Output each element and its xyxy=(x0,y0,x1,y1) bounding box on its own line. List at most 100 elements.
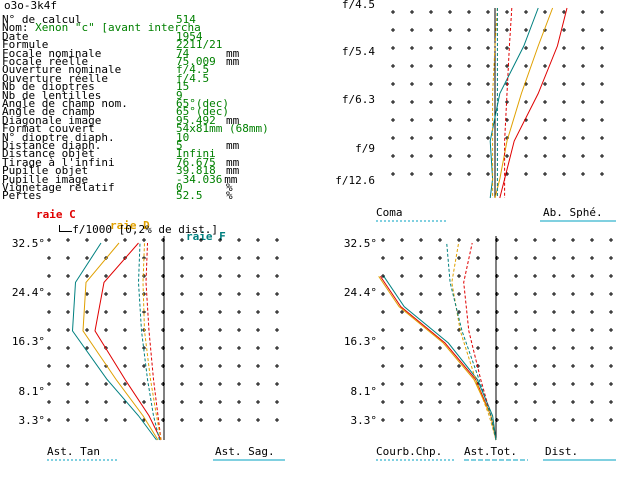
coma-y-tick-label: f/4.5 xyxy=(342,0,375,11)
curv-series-d-dashed xyxy=(451,242,497,441)
ast-series-c-dashed xyxy=(145,242,162,441)
spec-label: Angle de champ nom. xyxy=(2,97,128,110)
curv-footer-label: Courb.Chp. xyxy=(376,445,442,458)
spec-value: 15 xyxy=(176,80,190,94)
curv-footer-label: Ast.Tot. xyxy=(464,445,517,458)
spec-value: 39.818 xyxy=(176,164,216,178)
spec-value: f/4.5 xyxy=(176,71,210,85)
curv-y-tick-label: 16.3° xyxy=(344,335,377,348)
spec-label: Pupille image xyxy=(2,172,89,186)
spec-unit: mm xyxy=(226,164,240,178)
spec-label: Pertes xyxy=(2,189,42,203)
scale-note: f/1000 [0,2% de dist.] xyxy=(46,213,218,235)
spec-value: 5 xyxy=(176,139,183,152)
ast-y-tick-label: 8.1° xyxy=(19,385,46,398)
spec-unit: % xyxy=(226,181,233,194)
spec-value: 2211/21 xyxy=(176,38,223,52)
curv-y-tick-label: 24.4° xyxy=(344,286,377,299)
ast-footer-sag: Ast. Sag. xyxy=(215,445,275,458)
coma-footer-coma: Coma xyxy=(376,206,403,219)
spec-unit: mm xyxy=(226,139,240,152)
spec-label: N° de calcul xyxy=(2,13,82,26)
spec-label: Focale nominale xyxy=(2,46,102,60)
spec-unit: mm xyxy=(226,55,240,68)
curv-series-f-dashed xyxy=(446,242,497,441)
curv-y-tick-label: 3.3° xyxy=(351,414,378,427)
spec-value: 76.675 xyxy=(176,155,216,169)
spec-value: 514 xyxy=(176,13,196,26)
spec-value: 54x81mm (68mm) xyxy=(176,122,269,136)
spec-label: Ouverture réelle xyxy=(2,71,108,85)
spec-label: Format couvert xyxy=(2,122,95,136)
curv-series-f-solid xyxy=(383,276,497,441)
spec-label: Distance objet xyxy=(2,147,95,161)
ast-series-f-solid xyxy=(71,242,157,441)
spec-unit: mm xyxy=(224,172,238,186)
ast-y-tick-label: 24.4° xyxy=(12,286,45,299)
coma-series-d-dashed xyxy=(492,7,498,198)
curv-series-d-solid xyxy=(378,276,497,441)
spec-label: Nb de lentilles xyxy=(2,88,102,102)
spec-value: 52.5 xyxy=(176,189,203,203)
coma-footer-spherical: Ab. Sphé. xyxy=(543,206,603,219)
spec-label: Focale réelle xyxy=(2,55,89,68)
spec-label: Nb de dioptres xyxy=(2,80,95,94)
spec-label: Angle de champ xyxy=(2,105,95,119)
legend-f: raie F xyxy=(186,230,226,243)
ast-y-tick-label: 32.5° xyxy=(12,237,45,250)
spec-value: 10 xyxy=(176,130,190,144)
spec-value: 75.009 xyxy=(176,55,216,68)
ast-y-tick-label: 3.3° xyxy=(19,414,46,427)
coma-y-tick-label: f/5.4 xyxy=(342,45,375,58)
spec-label: Formule xyxy=(2,38,49,52)
legend-c: raie C xyxy=(36,208,76,221)
spec-value: Infini xyxy=(176,147,216,161)
spec-unit: mm xyxy=(226,155,240,169)
spec-label: N° dioptre diaph. xyxy=(2,130,115,144)
ast-series-d-solid xyxy=(82,242,159,441)
coma-series-c-solid xyxy=(499,7,568,199)
ast-series-f-dashed xyxy=(137,242,160,441)
spec-value: 95.492 xyxy=(176,113,216,127)
coma-y-tick-label: f/9 xyxy=(355,142,375,155)
ast-series-d-dashed xyxy=(142,242,162,441)
spec-value: 65°(dec) xyxy=(176,105,229,119)
spec-label: Date xyxy=(2,29,29,43)
coma-y-tick-label: f/6.3 xyxy=(342,93,375,106)
spec-value: 1954 xyxy=(176,29,203,43)
spec-value: 65°(dec) xyxy=(176,97,229,110)
ast-y-tick-label: 16.3° xyxy=(12,335,45,348)
ast-footer-tan: Ast. Tan xyxy=(47,445,100,458)
spec-label: Vignetage relatif xyxy=(2,181,115,194)
spec-value: f/4.5 xyxy=(176,63,210,77)
scale-note-text: f/1000 [0,2% de dist.] xyxy=(72,223,218,236)
spec-unit: mm xyxy=(226,46,240,60)
curv-series-c-solid xyxy=(379,276,497,441)
wavelength-legend: raie C raie D raie F xyxy=(36,198,226,242)
coma-series-c-dashed xyxy=(504,7,513,198)
curv-footer-label: Dist. xyxy=(545,445,578,458)
spec-label: Nom: Xenon "c" [avant intercha xyxy=(2,21,201,35)
spec-label: Distance diaph. xyxy=(2,139,102,152)
legend-d: raie D xyxy=(110,219,150,232)
spec-label: Pupille objet xyxy=(2,164,89,178)
curv-y-tick-label: 32.5° xyxy=(344,237,377,250)
spec-value: 74 xyxy=(176,46,190,60)
scale-bar-icon xyxy=(59,225,73,232)
curv-series-c-dashed xyxy=(463,242,497,441)
window-title: o3o-3k4f xyxy=(4,0,57,12)
spec-label: Ouverture nominale xyxy=(2,63,122,77)
ast-series-c-solid xyxy=(94,242,162,441)
coma-series-d-solid xyxy=(494,7,554,199)
spec-unit: % xyxy=(226,189,233,203)
spec-value: 0 xyxy=(176,181,183,194)
spec-label: Diagonale image xyxy=(2,113,102,127)
spec-value: 9 xyxy=(176,88,183,102)
spec-value: -34.036 xyxy=(176,172,223,186)
coma-y-tick-label: f/12.6 xyxy=(335,174,375,187)
spec-unit: mm xyxy=(226,113,240,127)
curv-y-tick-label: 8.1° xyxy=(351,385,378,398)
spec-label: Tirage à l'infini xyxy=(2,155,115,169)
coma-series-f-solid xyxy=(489,7,539,199)
